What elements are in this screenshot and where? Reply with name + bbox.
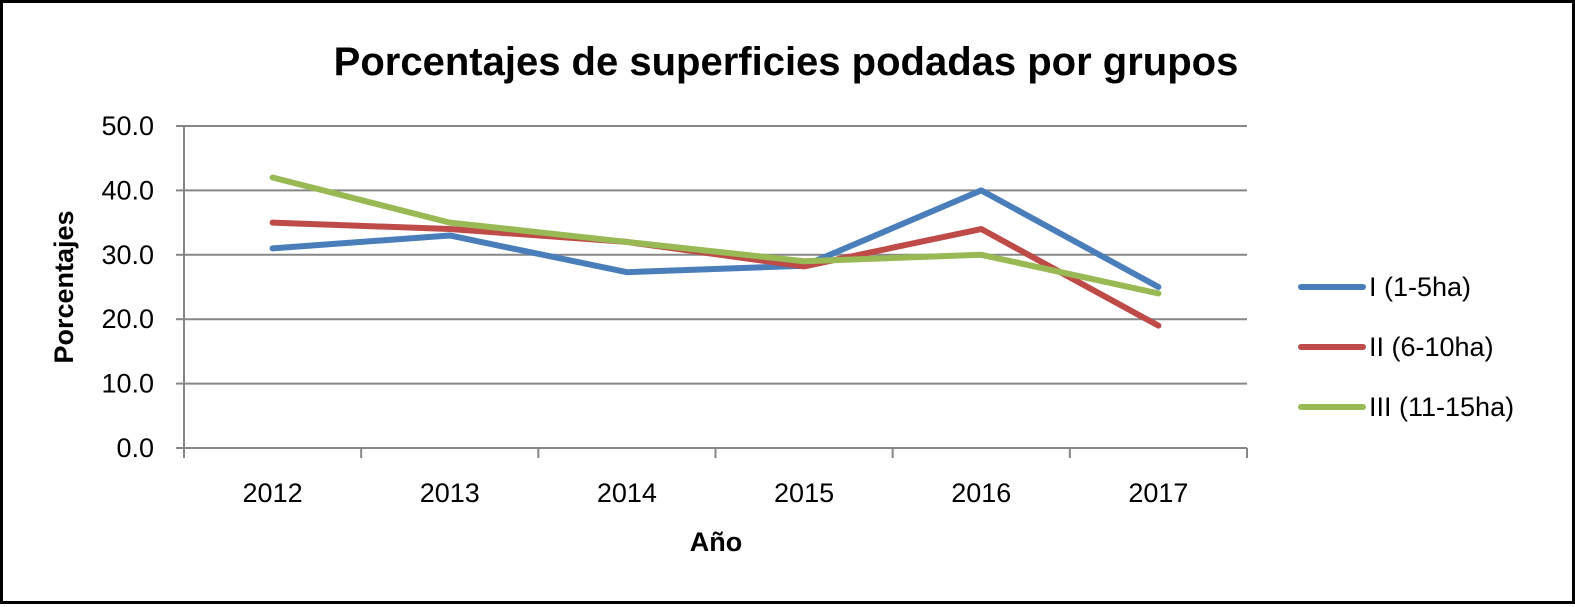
x-tick-label: 2017 bbox=[1128, 478, 1188, 508]
y-tick-label: 0.0 bbox=[116, 433, 154, 463]
chart-title: Porcentajes de superficies podadas por g… bbox=[334, 40, 1239, 84]
y-axis-title: Porcentajes bbox=[49, 210, 79, 363]
x-tick-label: 2016 bbox=[951, 478, 1011, 508]
x-tick-label: 2012 bbox=[243, 478, 303, 508]
legend-label: I (1-5ha) bbox=[1369, 272, 1471, 302]
x-tick-label: 2013 bbox=[420, 478, 480, 508]
legend-label: III (11-15ha) bbox=[1369, 392, 1514, 422]
series-lines bbox=[269, 174, 1162, 329]
y-tick-label: 10.0 bbox=[101, 369, 154, 399]
x-tick-labels: 2012 2013 2014 2015 2016 2017 bbox=[243, 478, 1189, 508]
legend-label: II (6-10ha) bbox=[1369, 332, 1494, 362]
y-tick-labels: 0.0 10.0 20.0 30.0 40.0 50.0 bbox=[101, 111, 154, 463]
legend-item: III (11-15ha) bbox=[1298, 392, 1514, 422]
x-tick-label: 2014 bbox=[597, 478, 657, 508]
y-tick-label: 50.0 bbox=[101, 111, 154, 141]
y-tick-label: 20.0 bbox=[101, 304, 154, 334]
legend-item: II (6-10ha) bbox=[1298, 332, 1494, 362]
x-axis-title: Año bbox=[690, 527, 742, 557]
axes bbox=[183, 126, 1248, 458]
legend: I (1-5ha) II (6-10ha) III (11-15ha) bbox=[1298, 272, 1514, 422]
line-chart: Porcentajes de superficies podadas por g… bbox=[49, 40, 1514, 557]
series-line-1 bbox=[269, 187, 1162, 290]
y-tick-label: 30.0 bbox=[101, 240, 154, 270]
legend-item: I (1-5ha) bbox=[1298, 272, 1471, 302]
x-tick-label: 2015 bbox=[774, 478, 834, 508]
series-line-3 bbox=[269, 174, 1162, 297]
y-tick-label: 40.0 bbox=[101, 175, 154, 205]
